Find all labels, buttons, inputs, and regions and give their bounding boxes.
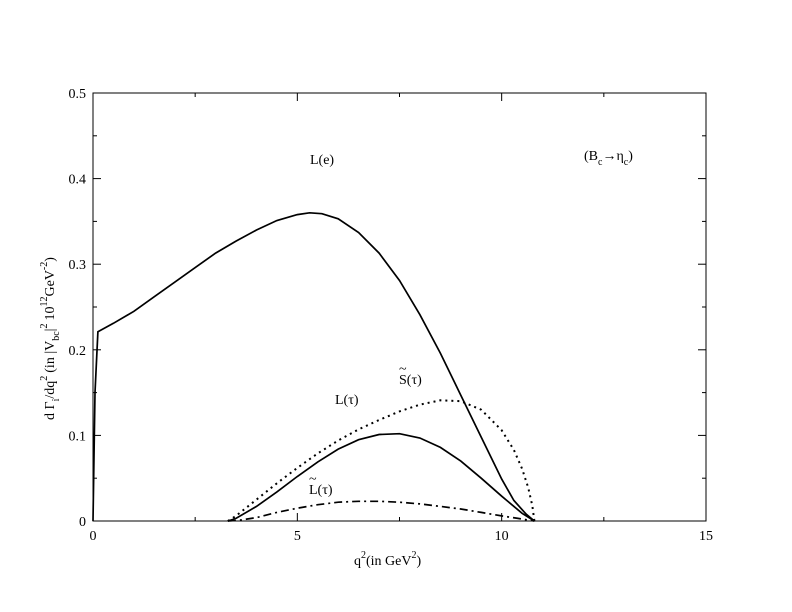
series-layer xyxy=(92,211,536,522)
axis-ticks: 0 5 10 15 0 0.1 0.2 0.3 0.4 0.5 xyxy=(69,87,714,544)
annotation-S-tilde-tau: S(τ) xyxy=(399,373,422,388)
tilde-mark-L: ~ xyxy=(309,472,317,487)
y-tick-label: 0 xyxy=(79,515,86,530)
x-axis-label: q2(in GeV2) xyxy=(354,550,422,569)
y-tick-label: 0.5 xyxy=(69,87,87,102)
series-S-tilde-tau-line xyxy=(227,399,536,522)
x-tick-label: 10 xyxy=(495,529,509,544)
series-L-tau-line xyxy=(227,432,535,522)
annotation-L-e: L(e) xyxy=(310,153,334,168)
x-tick-label: 0 xyxy=(90,529,97,544)
y-tick-label: 0.1 xyxy=(69,429,87,444)
y-axis-label: d Γi/dq2(in |Vbc|21012GeV-2) xyxy=(39,257,62,420)
series-L-tilde-tau-line xyxy=(227,500,535,522)
x-tick-label: 15 xyxy=(699,529,713,544)
annotation-L-tilde-tau: L(τ) xyxy=(309,483,333,498)
series-L-e-line xyxy=(92,211,535,522)
y-tick-label: 0.4 xyxy=(69,173,87,188)
y-tick-label: 0.3 xyxy=(69,258,87,273)
annotation-process: (Bc→ηc) xyxy=(584,149,633,168)
y-tick-label: 0.2 xyxy=(69,344,87,359)
tilde-mark-S: ~ xyxy=(399,362,407,377)
annotation-L-tau: L(τ) xyxy=(335,393,359,408)
x-tick-label: 5 xyxy=(294,529,301,544)
